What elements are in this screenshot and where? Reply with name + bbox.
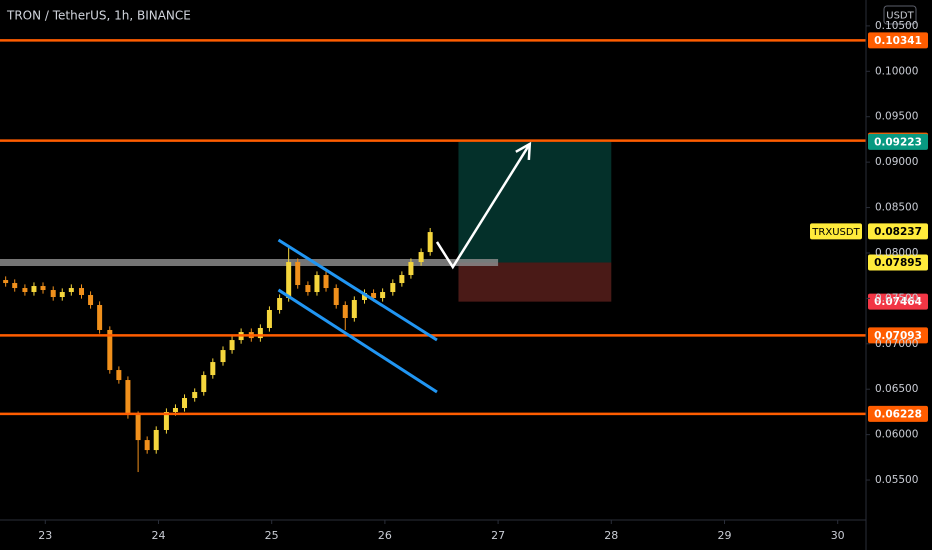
candle-body (125, 380, 131, 416)
chart-title: TRON / TetherUS, 1h, BINANCE (6, 9, 191, 23)
candle-body (390, 283, 396, 293)
price-badge (868, 293, 928, 310)
y-tick-label: 0.07500 (875, 292, 918, 304)
candle-body (210, 362, 216, 376)
price-badge (868, 32, 928, 49)
candle-body (135, 415, 141, 441)
candle-body (40, 286, 46, 291)
currency-box[interactable] (883, 5, 917, 25)
x-tick-label: 23 (38, 529, 52, 542)
price-badge-label: 0.08237 (874, 226, 922, 238)
candle-body (31, 286, 37, 293)
y-tick-label: 0.09000 (875, 156, 918, 168)
y-tick-label: 0.10500 (875, 20, 918, 32)
price-badge-label: 0.06228 (874, 408, 922, 420)
candle-body (266, 310, 272, 328)
candle-body (314, 275, 320, 293)
candle-body (323, 275, 329, 289)
candle-body (22, 288, 28, 293)
y-tick-label: 0.06500 (875, 383, 918, 395)
price-badge-label: 0.09223 (874, 136, 922, 148)
candle-body (351, 300, 357, 318)
x-tick-label: 30 (831, 529, 845, 542)
candle-body (305, 285, 311, 293)
candle-body (144, 440, 150, 451)
candle-body (182, 398, 188, 409)
y-tick-label: 0.07000 (875, 338, 918, 350)
candle-body (192, 392, 198, 399)
x-tick-label: 29 (717, 529, 731, 542)
candle-body (295, 262, 301, 286)
candle-body (277, 298, 283, 311)
price-badge (868, 223, 928, 240)
price-labels: 0.103410.092370.070930.062280.092230.078… (810, 32, 928, 422)
candle-body (88, 295, 94, 306)
x-tick-label: 26 (378, 529, 392, 542)
symbol-badge-label: TRXUSDT (811, 227, 860, 238)
candle-body (12, 283, 18, 289)
currency-label[interactable]: USDT (886, 11, 914, 22)
y-tick-label: 0.08000 (875, 247, 918, 259)
candle-body (229, 340, 235, 351)
y-tick-label: 0.05500 (875, 474, 918, 486)
candle-body (380, 292, 386, 299)
price-badge-label: 0.07895 (874, 257, 922, 269)
candle-body (418, 252, 424, 263)
candle-body (50, 290, 56, 298)
candle-body (163, 412, 169, 430)
candle-body (257, 327, 263, 339)
plot-area (0, 39, 866, 473)
candle-body (68, 288, 74, 293)
y-tick-label: 0.06000 (875, 429, 918, 441)
price-badge (868, 405, 928, 422)
x-tick-label: 25 (265, 529, 279, 542)
y-tick-label: 0.09500 (875, 111, 918, 123)
projection-arrow (435, 143, 531, 270)
candle-body (201, 375, 207, 393)
candle-body (97, 305, 103, 330)
candle-body (427, 232, 433, 253)
candle-body (3, 280, 9, 284)
price-badge-label: 0.07093 (874, 330, 922, 342)
candle-body (399, 275, 405, 284)
arrow-head (515, 141, 532, 161)
candle-body (107, 329, 113, 371)
y-tick-label: 0.08500 (875, 202, 918, 214)
price-badge-label: 0.07464 (874, 296, 922, 308)
price-badge (868, 254, 928, 271)
candle-body (172, 408, 178, 413)
x-tick-label: 28 (604, 529, 618, 542)
candle-body (342, 305, 348, 318)
x-tick-label: 24 (151, 529, 165, 542)
symbol-badge (810, 223, 862, 240)
candle-body (371, 293, 377, 299)
price-badge-label: 0.10341 (874, 35, 922, 47)
candle-body (333, 288, 339, 306)
candle-body (59, 292, 65, 298)
channel-line (277, 288, 438, 394)
candle-body (79, 288, 85, 296)
price-badge (868, 133, 928, 150)
candle-body (286, 262, 292, 299)
candle-body (408, 262, 414, 276)
x-tick-label: 27 (491, 529, 505, 542)
profit-zone (458, 141, 612, 263)
price-badge (868, 327, 928, 344)
candle-body (362, 293, 368, 301)
candle-body (116, 370, 122, 381)
channel-line (277, 238, 438, 342)
loss-zone (458, 262, 612, 302)
candle-body (153, 429, 159, 451)
y-tick-label: 0.10000 (875, 65, 918, 77)
candle-body (220, 350, 226, 363)
